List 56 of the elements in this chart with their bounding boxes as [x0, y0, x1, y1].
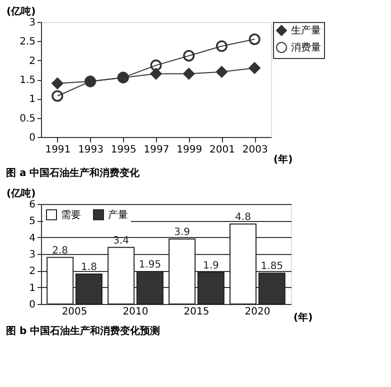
x-tick-label: 1997 [144, 144, 170, 156]
y-tick-label: 6 [29, 200, 36, 210]
y-tick-label: 4 [29, 232, 36, 244]
y-tick-label: 3 [29, 250, 36, 260]
point [216, 66, 228, 78]
x-tick-label: 2010 [122, 306, 148, 318]
y-axis-title: (亿吨) [6, 6, 36, 18]
y-tick-label: 3 [29, 18, 36, 28]
legend-label: 需要 [61, 210, 81, 221]
x-tick-label: 1995 [110, 144, 136, 156]
point [216, 40, 228, 52]
bar [46, 256, 74, 304]
data-label: 1.8 [81, 262, 97, 273]
point [52, 90, 64, 102]
data-label: 3.9 [174, 227, 190, 238]
x-tick-label: 1991 [45, 144, 71, 156]
y-tick-label: 2.5 [20, 36, 36, 48]
y-tick-label: 2 [29, 56, 36, 67]
data-label: 2.8 [52, 245, 68, 256]
y-tick-label: 0.5 [20, 113, 36, 124]
y-tick-label: 1.5 [20, 75, 36, 86]
x-tick-label: 1993 [78, 144, 104, 156]
bar [168, 238, 196, 304]
point [248, 33, 260, 46]
x-tick-label: 2001 [209, 144, 235, 156]
y-tick-label: 1 [29, 282, 36, 294]
y-tick-label: 0 [29, 300, 36, 310]
x-tick-label: 2015 [184, 306, 210, 318]
x-tick-label: 2003 [242, 144, 268, 156]
data-label: 1.95 [138, 260, 162, 270]
data-label: 4.8 [235, 212, 251, 223]
x-axis-title: (年) [274, 154, 293, 166]
text: 图 a 中国石油生产和消费变化 [6, 167, 141, 179]
point [183, 50, 195, 62]
x-tick-label: 2005 [62, 306, 88, 318]
y-axis-title: (亿吨) [6, 188, 36, 200]
x-axis-title: (年) [294, 312, 313, 324]
point [150, 60, 162, 72]
point [52, 78, 64, 90]
x-tick-label: 2020 [244, 306, 270, 318]
legend-label: 产量 [108, 208, 128, 221]
data-label: 1.9 [202, 260, 219, 272]
x-tick-label: 1999 [176, 144, 202, 156]
point [183, 68, 195, 80]
legend-label: 生产量 [291, 24, 321, 36]
bar [230, 224, 257, 304]
data-label: 3.4 [113, 235, 130, 246]
y-tick-label: 1 [29, 94, 36, 106]
legend-label: 消费量 [291, 42, 321, 54]
y-tick-label: 2 [29, 266, 36, 278]
bar [108, 246, 135, 304]
y-tick-label: 5 [29, 216, 36, 228]
point [248, 62, 260, 74]
data-label: 1.85 [260, 261, 284, 272]
y-tick-label: 0 [29, 132, 36, 144]
text: 图 b 中国石油生产和消费变化预测 [6, 325, 160, 337]
